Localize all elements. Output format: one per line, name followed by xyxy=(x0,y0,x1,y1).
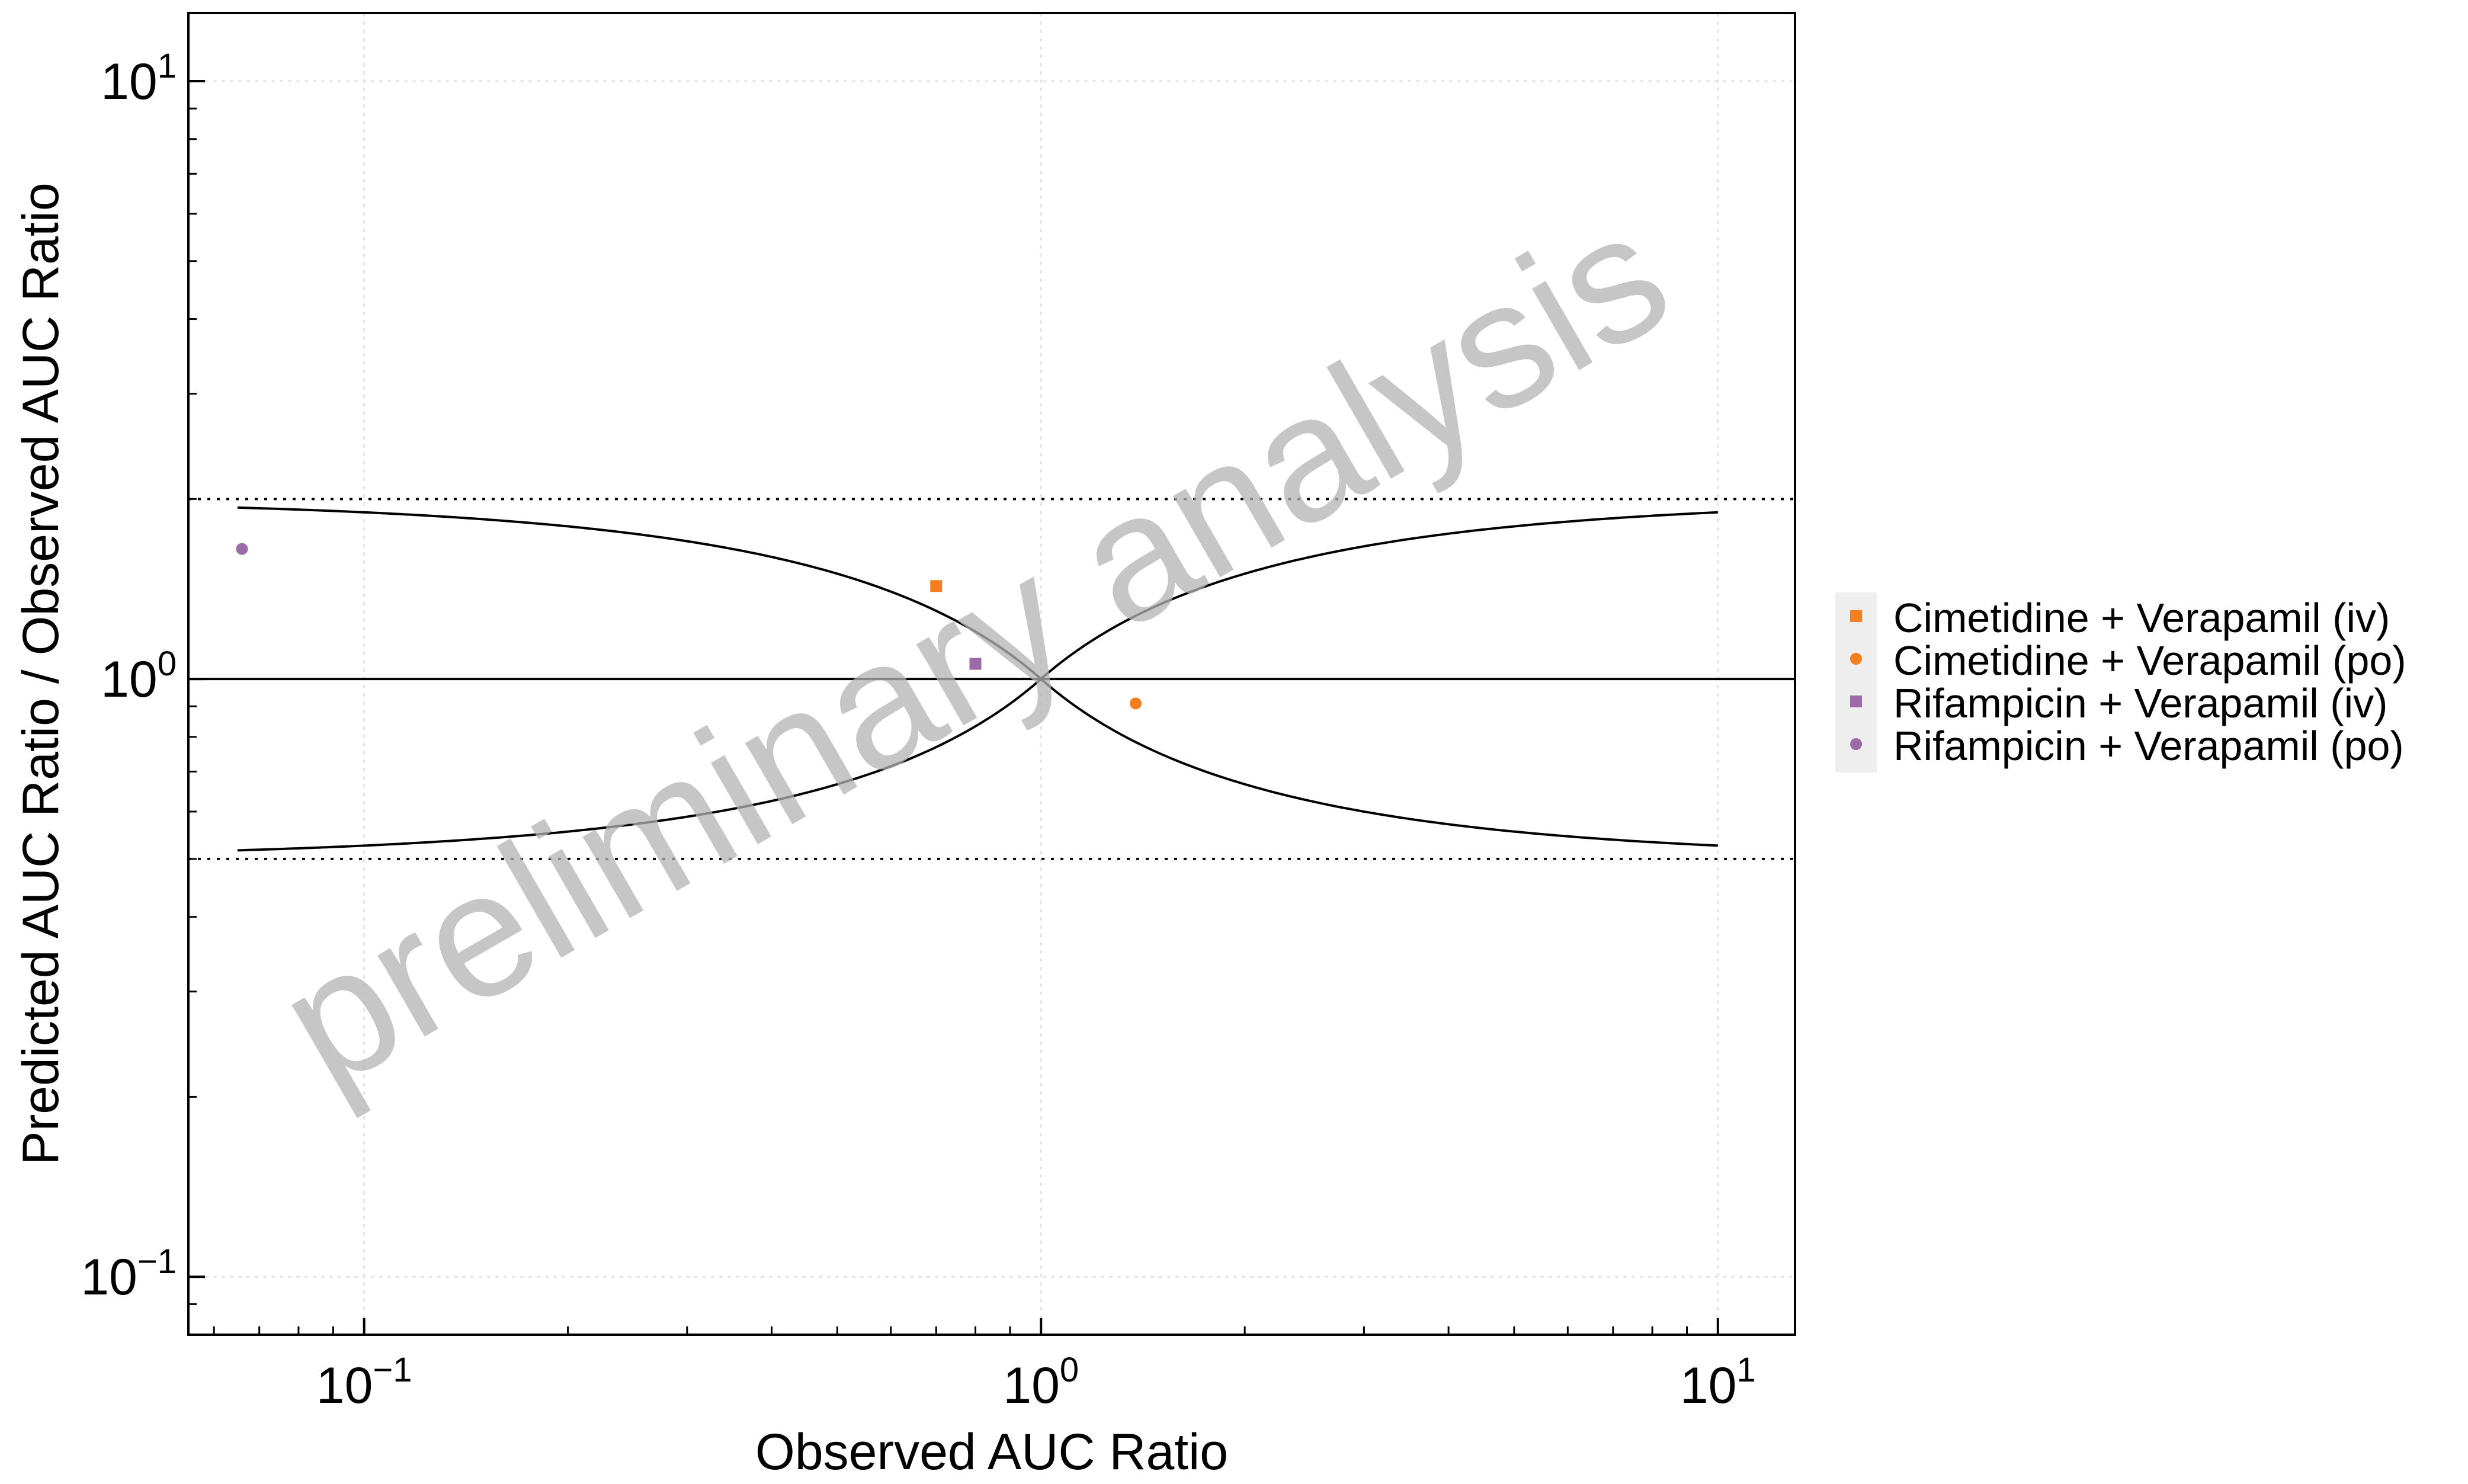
data-point-s0-0 xyxy=(930,580,943,592)
legend: Cimetidine + Verapamil (iv)Cimetidine + … xyxy=(1835,592,2406,773)
data-points xyxy=(236,543,1142,710)
reference-lines xyxy=(188,498,1795,860)
data-point-s3-0 xyxy=(236,543,248,555)
legend-label-2: Rifampicin + Verapamil (iv) xyxy=(1893,680,2387,726)
legend-marker-1 xyxy=(1850,653,1862,665)
y-tick-label-1: 100 xyxy=(101,645,177,708)
axis-ticks: 10−1 100 101 10−1 100 101 xyxy=(81,47,1756,1414)
legend-marker-3 xyxy=(1850,738,1862,750)
x-axis-label: Observed AUC Ratio xyxy=(755,1424,1228,1480)
legend-label-3: Rifampicin + Verapamil (po) xyxy=(1893,723,2404,769)
plot-frame xyxy=(187,12,1796,1336)
data-point-s1-0 xyxy=(1130,697,1142,710)
legend-label-1: Cimetidine + Verapamil (po) xyxy=(1893,637,2406,684)
y-tick-label-2: 101 xyxy=(101,47,177,110)
x-tick-label-1: 100 xyxy=(1003,1351,1079,1414)
guest-limit-lower-curve xyxy=(237,678,1718,852)
legend-marker-0 xyxy=(1850,610,1862,622)
y-axis-label: Predicted AUC Ratio / Observed AUC Ratio xyxy=(12,182,69,1165)
data-point-s2-0 xyxy=(969,658,982,670)
y-tick-label-0: 10−1 xyxy=(81,1242,177,1306)
guest-limit-upper-curve xyxy=(237,506,1718,681)
x-tick-label-0: 10−1 xyxy=(316,1351,412,1414)
legend-marker-2 xyxy=(1850,695,1862,707)
x-tick-label-2: 101 xyxy=(1680,1351,1756,1414)
legend-label-0: Cimetidine + Verapamil (iv) xyxy=(1893,595,2390,641)
watermark: preliminary analysis xyxy=(248,172,1699,1126)
